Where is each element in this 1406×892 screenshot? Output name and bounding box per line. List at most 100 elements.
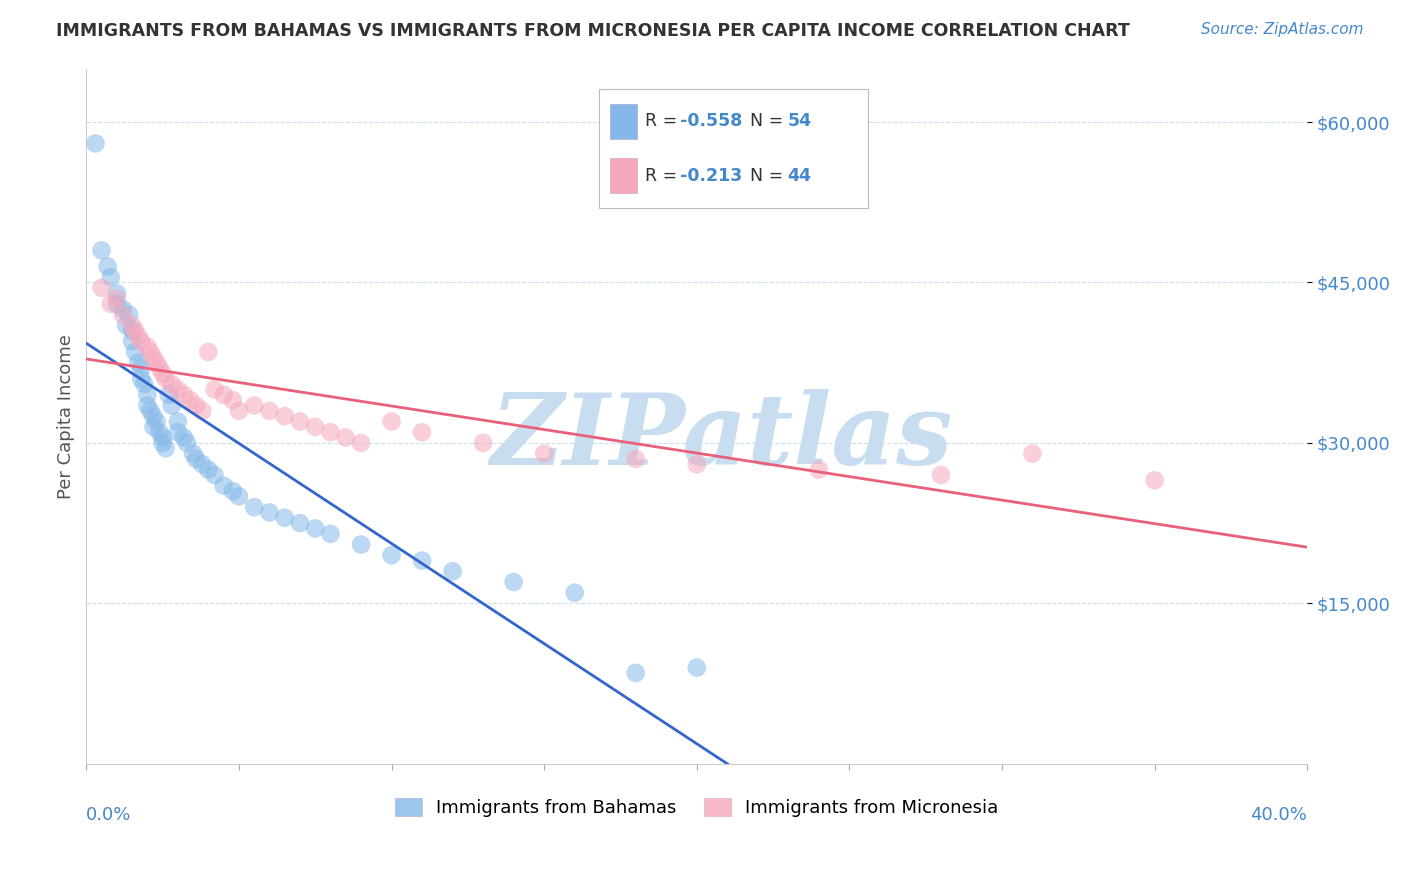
Point [222,484,245,499]
Point [84,136,107,151]
Point [160,399,183,413]
Point [139,345,162,359]
Point [160,377,183,392]
Point [134,377,156,392]
Point [197,345,219,359]
Point [136,399,159,413]
Point [380,415,402,429]
Point [115,318,138,333]
Point [197,463,219,477]
Point [167,425,190,440]
Point [155,442,177,456]
Point [111,302,134,317]
Point [533,447,555,461]
Point [127,356,149,370]
Point [319,425,342,440]
Point [129,361,152,376]
Text: ZIPatlas: ZIPatlas [491,389,952,485]
Point [1021,447,1043,461]
Point [139,404,162,418]
Text: Source: ZipAtlas.com: Source: ZipAtlas.com [1201,22,1364,37]
Point [148,361,170,376]
Point [191,404,214,418]
Point [129,372,152,386]
Point [118,308,141,322]
Point [319,526,342,541]
Point [259,404,281,418]
Point [105,292,128,306]
Point [304,521,326,535]
Point [624,452,647,467]
Point [90,281,112,295]
Point [124,345,146,359]
Point [186,399,208,413]
Point [157,388,180,402]
Point [105,297,128,311]
Point [380,548,402,562]
Text: IMMIGRANTS FROM BAHAMAS VS IMMIGRANTS FROM MICRONESIA PER CAPITA INCOME CORRELAT: IMMIGRANTS FROM BAHAMAS VS IMMIGRANTS FR… [56,22,1130,40]
Point [288,516,311,530]
Point [350,537,373,551]
Point [204,383,226,397]
Point [100,270,122,285]
Point [179,393,201,408]
Point [350,436,373,450]
Point [243,399,266,413]
Point [167,415,190,429]
Point [152,436,174,450]
Point [472,436,495,450]
Point [335,431,357,445]
Point [228,490,250,504]
Point [129,334,152,349]
Point [273,510,295,524]
Point [167,383,190,397]
Point [148,425,170,440]
Point [212,479,235,493]
Point [204,468,226,483]
Point [502,574,524,589]
Point [441,564,464,578]
Point [929,468,952,483]
Point [212,388,235,402]
Point [228,404,250,418]
Point [807,463,830,477]
Point [273,409,295,424]
Point [176,436,198,450]
Point [222,393,245,408]
Point [173,431,195,445]
Point [121,318,143,333]
Point [142,409,165,424]
Point [152,431,174,445]
Point [124,324,146,338]
Point [136,388,159,402]
Legend: Immigrants from Bahamas, Immigrants from Micronesia: Immigrants from Bahamas, Immigrants from… [388,790,1005,824]
Point [243,500,266,514]
Point [411,553,433,567]
Point [136,340,159,354]
Y-axis label: Per Capita Income: Per Capita Income [58,334,75,499]
Point [191,458,214,472]
Point [127,329,149,343]
Point [564,585,586,599]
Point [155,372,177,386]
Point [121,324,143,338]
Point [173,388,195,402]
Point [411,425,433,440]
Point [145,356,167,370]
Point [142,420,165,434]
Point [186,452,208,467]
Point [100,297,122,311]
Text: 0.0%: 0.0% [86,805,132,823]
Point [624,665,647,680]
Point [1143,474,1166,488]
Point [288,415,311,429]
Point [142,351,165,365]
Point [686,458,709,472]
Point [145,415,167,429]
Point [152,367,174,381]
Point [90,244,112,258]
Point [105,286,128,301]
Point [181,447,204,461]
Point [259,505,281,519]
Point [121,334,143,349]
